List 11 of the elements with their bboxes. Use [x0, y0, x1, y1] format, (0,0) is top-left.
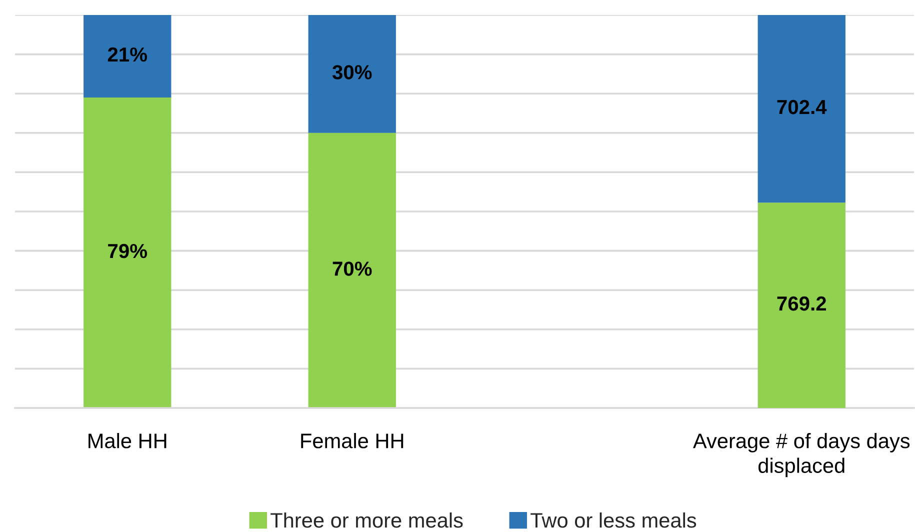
x-tick-label: Female HH: [301, 433, 404, 448]
data-label: 79%: [108, 244, 147, 258]
x-tick-label: Average # of days days displaced: [692, 433, 910, 478]
x-tick-label: Male HH: [88, 433, 166, 448]
data-label: 769.2: [777, 296, 826, 311]
data-label: 21%: [108, 47, 147, 62]
data-label: 70%: [332, 262, 372, 276]
legend-label: Three or more meals: [270, 512, 463, 528]
legend-label: Two or less meals: [530, 512, 696, 528]
data-label: 702.4: [777, 100, 827, 114]
data-label: 30%: [332, 65, 372, 80]
